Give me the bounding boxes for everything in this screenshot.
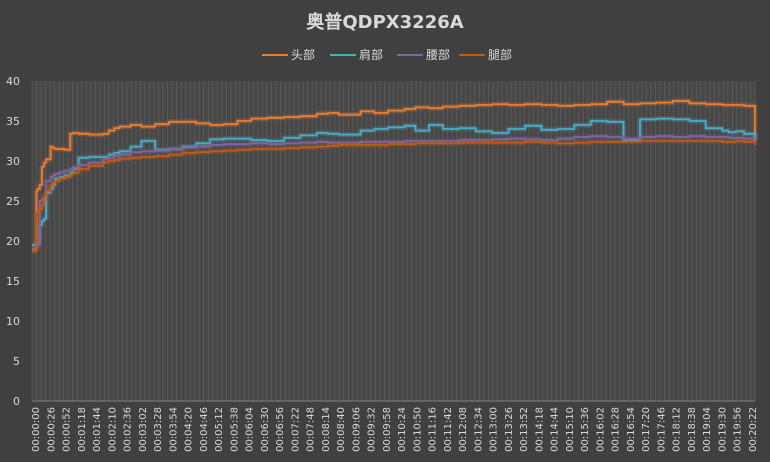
x-tick-label: 00:13:00 (489, 407, 500, 452)
x-tick-label: 00:11:42 (443, 407, 454, 452)
x-tick-label: 00:05:38 (229, 407, 240, 452)
x-tick-label: 00:14:18 (534, 407, 545, 452)
x-tick-label: 00:09:58 (382, 407, 393, 452)
x-tick-label: 00:16:02 (595, 407, 606, 452)
x-tick-label: 00:08:14 (321, 407, 332, 452)
x-tick-label: 00:04:46 (199, 407, 210, 452)
x-tick-label: 00:09:32 (367, 407, 378, 452)
x-tick-label: 00:04:20 (184, 407, 195, 452)
y-tick-label: 0 (13, 395, 20, 408)
legend-label: 腰部 (426, 47, 450, 62)
x-tick-label: 00:16:28 (611, 407, 622, 452)
x-tick-label: 00:12:34 (473, 407, 484, 452)
x-tick-label: 00:05:12 (214, 407, 225, 452)
y-tick-label: 15 (6, 275, 20, 288)
chart-title: 奥普QDPX3226A (306, 11, 463, 33)
x-tick-label: 00:03:54 (168, 407, 179, 452)
grid-lines (31, 81, 756, 402)
legend: 头部 肩部 腰部 腿部 (262, 47, 512, 62)
x-tick-label: 00:19:04 (702, 407, 713, 452)
x-tick-label: 00:18:38 (687, 407, 698, 452)
x-tick-label: 00:01:44 (92, 407, 103, 452)
x-tick-label: 00:01:18 (77, 407, 88, 452)
x-tick-label: 00:03:28 (153, 407, 164, 452)
series-line (32, 135, 756, 250)
x-tick-label: 00:00:00 (31, 407, 42, 452)
x-tick-label: 00:14:44 (550, 407, 561, 452)
x-tick-label: 00:00:52 (62, 407, 73, 452)
y-axis: 0 5 10 15 20 25 30 35 40 (6, 75, 20, 408)
x-tick-label: 00:17:46 (656, 407, 667, 452)
series-1-group (32, 98, 758, 252)
x-tick-label: 00:19:56 (733, 407, 744, 452)
x-tick-label: 00:06:56 (275, 407, 286, 452)
x-tick-label: 00:18:12 (672, 407, 683, 452)
y-tick-label: 5 (13, 355, 20, 368)
x-tick-label: 00:02:36 (123, 407, 134, 452)
series-line (32, 100, 756, 250)
x-tick-label: 00:06:04 (245, 407, 256, 452)
x-tick-label: 00:07:48 (306, 407, 317, 452)
series-layer (32, 98, 758, 254)
y-tick-label: 30 (6, 155, 20, 168)
x-tick-label: 00:16:54 (626, 407, 637, 452)
x-tick-label: 00:10:50 (412, 407, 423, 452)
x-tick-label: 00:03:02 (138, 407, 149, 452)
x-tick-label: 00:13:52 (519, 407, 530, 452)
y-tick-label: 35 (6, 115, 20, 128)
x-tick-label: 00:10:24 (397, 407, 408, 452)
legend-item: 头部 (262, 47, 315, 62)
x-tick-label: 00:00:26 (46, 407, 57, 452)
x-tick-label: 00:19:30 (717, 407, 728, 452)
y-tick-label: 10 (6, 315, 20, 328)
x-tick-label: 00:08:40 (336, 407, 347, 452)
x-tick-label: 00:15:36 (580, 407, 591, 452)
x-tick-label: 00:06:30 (260, 407, 271, 452)
x-tick-label: 00:11:16 (428, 407, 439, 452)
x-tick-label: 00:09:06 (351, 407, 362, 452)
legend-label: 肩部 (359, 47, 383, 62)
x-axis: 00:00:00 00:00:26 00:00:52 00:01:18 00:01:44… (31, 407, 759, 452)
y-tick-label: 25 (6, 195, 20, 208)
x-tick-label: 00:12:08 (458, 407, 469, 452)
legend-item: 肩部 (330, 47, 383, 62)
y-tick-label: 40 (6, 75, 20, 88)
legend-item: 腿部 (459, 47, 512, 62)
x-tick-label: 00:15:10 (565, 407, 576, 452)
x-tick-label: 00:17:20 (641, 407, 652, 452)
x-tick-label: 00:07:22 (290, 407, 301, 452)
legend-label: 头部 (291, 47, 315, 62)
x-tick-label: 00:20:22 (748, 407, 759, 452)
series-3-group (32, 133, 758, 252)
legend-item: 腰部 (397, 47, 450, 62)
y-tick-label: 20 (6, 235, 20, 248)
series-4-group (32, 138, 758, 254)
x-tick-label: 00:02:10 (107, 407, 118, 452)
series-line (32, 140, 756, 253)
legend-label: 腿部 (488, 47, 512, 62)
x-tick-label: 00:13:26 (504, 407, 515, 452)
